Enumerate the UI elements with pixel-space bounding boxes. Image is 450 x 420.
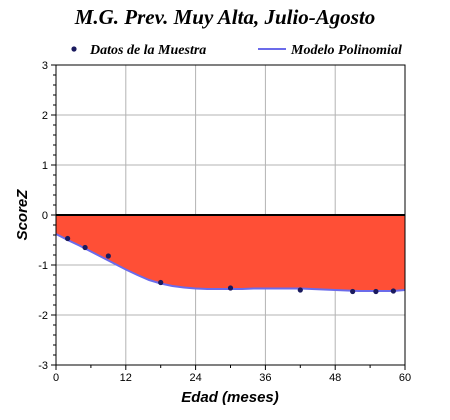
x-tick-label: 48 — [329, 372, 341, 384]
sample-point — [82, 244, 88, 251]
chart-title: M.G. Prev. Muy Alta, Julio-Agosto — [74, 5, 376, 29]
x-tick-label: 60 — [399, 372, 411, 384]
sample-point — [227, 285, 234, 291]
y-tick-label: -1 — [38, 260, 48, 272]
x-tick-label: 0 — [53, 372, 59, 384]
sample-point — [297, 287, 303, 293]
legend-label-modelo: Modelo Polinomial — [290, 43, 402, 58]
x-tick-label: 12 — [120, 372, 132, 384]
y-tick-label: 1 — [42, 160, 48, 172]
sample-point — [65, 235, 71, 242]
legend: Datos de la Muestra Modelo Polinomial — [71, 43, 402, 58]
x-tick-label: 36 — [259, 372, 271, 384]
y-tick-label: -2 — [38, 310, 48, 322]
legend-label-datos: Datos de la Muestra — [89, 43, 206, 58]
y-tick-label: 0 — [42, 210, 48, 222]
sample-point — [105, 253, 111, 259]
y-axis-label: ScoreZ — [14, 189, 31, 241]
sample-point — [390, 288, 396, 294]
y-tick-label: 2 — [42, 110, 48, 122]
sample-point — [373, 288, 379, 295]
sample-point — [158, 279, 164, 286]
x-tick-label: 24 — [189, 372, 201, 384]
sample-point — [350, 288, 356, 295]
sample-points — [65, 235, 396, 295]
fill-area — [56, 215, 405, 291]
y-tick-label: -3 — [38, 360, 48, 372]
y-tick-label: 3 — [42, 60, 48, 72]
legend-marker-datos — [71, 46, 77, 52]
x-axis-label: Edad (meses) — [181, 389, 279, 406]
